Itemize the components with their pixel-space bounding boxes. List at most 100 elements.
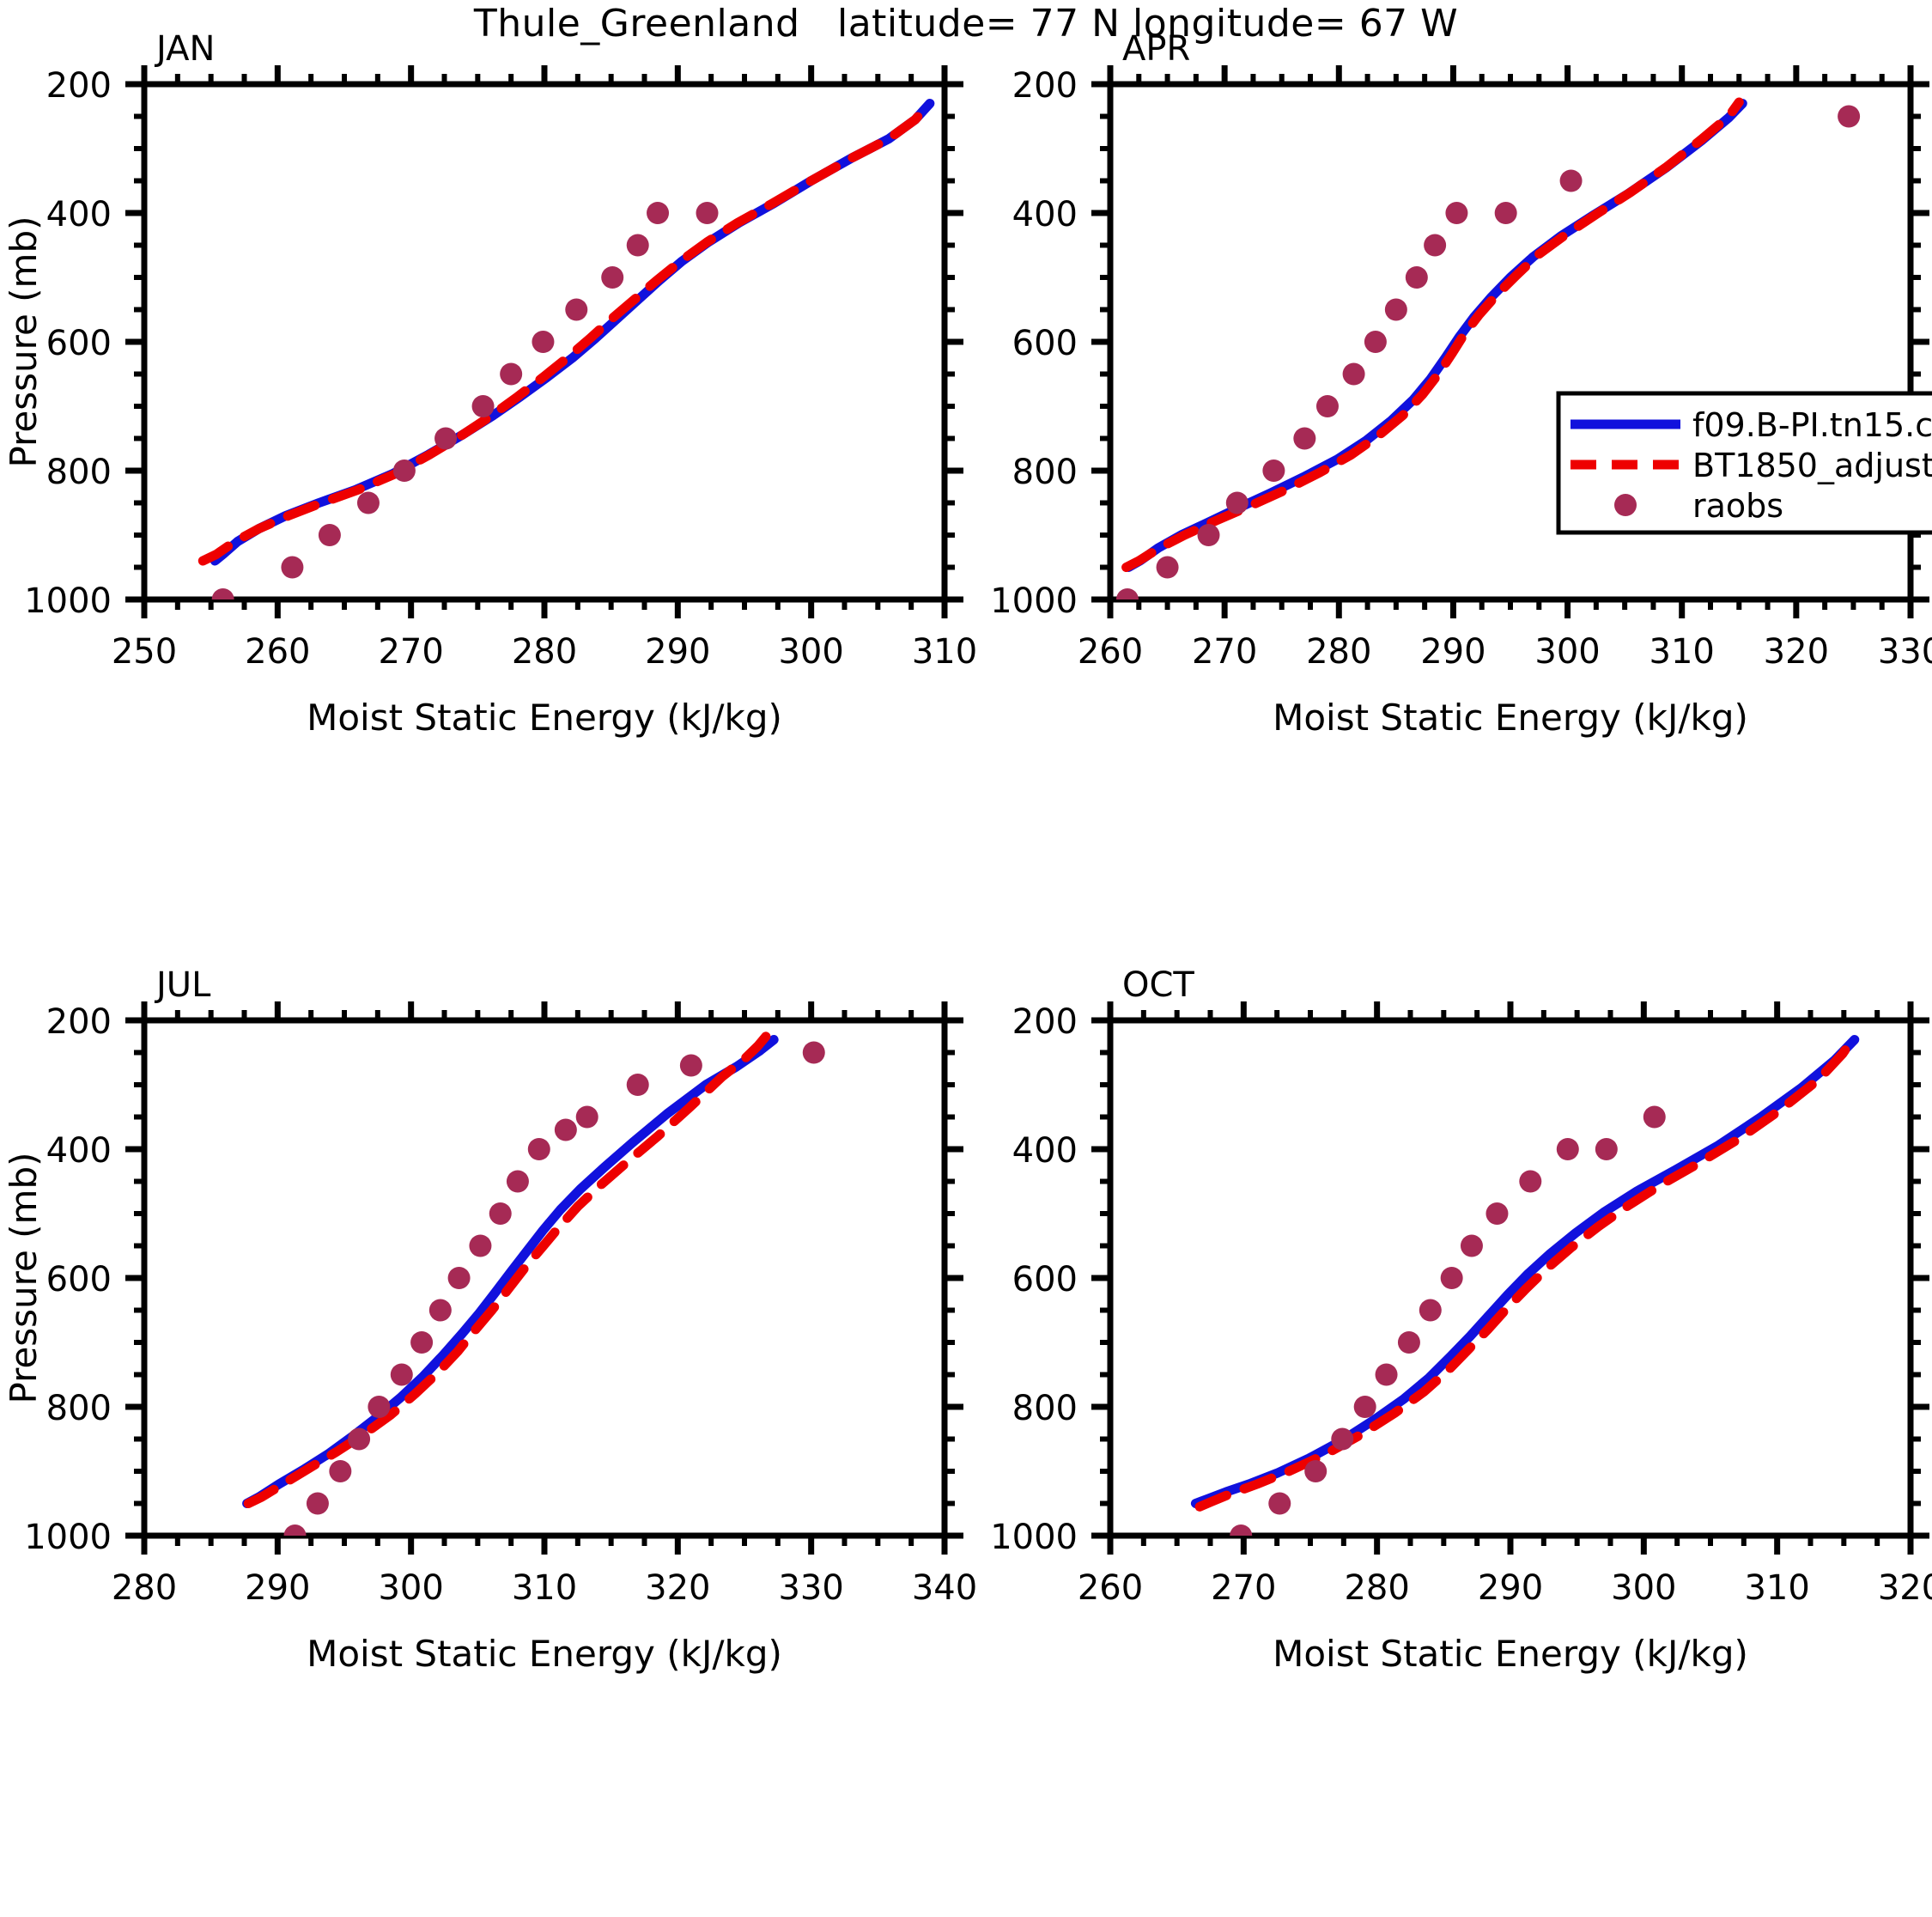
- x-tick-label: 260: [1078, 632, 1143, 672]
- raobs-point: [1440, 1267, 1463, 1289]
- y-tick-label: 600: [1012, 324, 1078, 363]
- y-axis-title: Pressure (mb): [3, 1152, 45, 1403]
- raobs-point: [390, 1363, 413, 1386]
- raobs-point: [356, 491, 380, 514]
- raobs-point: [368, 1396, 391, 1418]
- x-tick-label: 270: [378, 632, 443, 672]
- raobs-point: [1424, 234, 1447, 257]
- y-axis-title: Pressure (mb): [3, 216, 45, 467]
- panel-apr: 260 270 280 290 300 310 320 330 200 400 600 800 1000…: [966, 29, 1932, 986]
- y-tick-label: 200: [1012, 1002, 1078, 1042]
- series-line-solid: [1190, 1035, 1860, 1508]
- raobs-point: [1838, 105, 1861, 128]
- y-tick-label: 1000: [24, 581, 112, 621]
- raobs-point: [1494, 202, 1517, 224]
- raobs-point: [1230, 1524, 1253, 1536]
- y-tick-label: 800: [1012, 1389, 1078, 1428]
- y-tick-label: 400: [46, 195, 112, 234]
- x-tick-label: 310: [1744, 1568, 1809, 1608]
- legend-label: BT1850_adjustcl: [1692, 447, 1932, 484]
- raobs-point: [1364, 331, 1387, 353]
- raobs-point: [1460, 1234, 1483, 1257]
- x-tick-label: 280: [1306, 632, 1371, 672]
- x-tick-label: 270: [1211, 1568, 1276, 1608]
- x-tick-label: 260: [1078, 1568, 1143, 1608]
- data-layer: [1190, 1033, 1860, 1536]
- raobs-point: [1375, 1363, 1398, 1386]
- panel-month-label: JUL: [154, 965, 211, 1005]
- raobs-point: [575, 1105, 598, 1129]
- y-tick-label: 200: [46, 1002, 112, 1042]
- raobs-point: [348, 1427, 371, 1451]
- x-tick-label: 320: [1764, 632, 1829, 672]
- x-tick-label: 290: [1420, 632, 1485, 672]
- data-layer: [1115, 97, 1861, 599]
- data-layer: [242, 1032, 825, 1536]
- raobs-point: [1485, 1202, 1509, 1225]
- raobs-point: [329, 1460, 352, 1482]
- raobs-point: [1268, 1492, 1291, 1515]
- raobs-point: [392, 459, 416, 482]
- raobs-point: [506, 1170, 529, 1193]
- plot-frame: [141, 1017, 948, 1539]
- raobs-point: [1304, 1460, 1327, 1482]
- raobs-point: [1397, 1331, 1420, 1354]
- raobs-point: [281, 556, 304, 579]
- x-tick-label: 310: [512, 1568, 577, 1608]
- x-tick-label: 330: [778, 1568, 843, 1608]
- legend-swatch-marker: [1614, 494, 1637, 516]
- x-tick-label: 320: [645, 1568, 710, 1608]
- x-axis-title: Moist Static Energy (kJ/kg): [307, 697, 782, 739]
- raobs-point: [696, 202, 719, 224]
- raobs-point: [679, 1054, 702, 1077]
- raobs-point: [428, 1299, 452, 1322]
- plot-jul: 280 290 300 310 320 330 340 200 400 600 800 1000 JUL…: [3, 965, 977, 1675]
- data-layer: [197, 99, 935, 599]
- x-axis-title: Moist Static Energy (kJ/kg): [307, 1633, 782, 1675]
- raobs-point: [1331, 1427, 1354, 1451]
- raobs-point: [318, 524, 341, 546]
- raobs-point: [554, 1118, 577, 1141]
- raobs-point: [211, 588, 234, 599]
- y-tick-label: 1000: [990, 1518, 1078, 1557]
- panel-month-label: APR: [1122, 29, 1190, 69]
- axes-ticks: 250 260 270 280 290 300 310 200 400 600 800 1000: [24, 65, 977, 672]
- raobs-point: [565, 298, 588, 321]
- x-tick-label: 290: [1478, 1568, 1543, 1608]
- x-tick-label: 280: [512, 632, 577, 672]
- axes-ticks: 260 270 280 290 300 310 320 200 400 600 800 1000: [990, 1001, 1932, 1608]
- raobs-point: [1405, 266, 1428, 289]
- raobs-point: [469, 1234, 492, 1257]
- raobs-point: [1643, 1105, 1666, 1129]
- y-tick-label: 800: [46, 1389, 112, 1428]
- x-tick-label: 320: [1878, 1568, 1932, 1608]
- raobs-point: [601, 266, 624, 289]
- raobs-point: [489, 1202, 512, 1225]
- x-tick-label: 310: [912, 632, 977, 672]
- raobs-point: [1353, 1396, 1376, 1418]
- x-tick-label: 250: [112, 632, 177, 672]
- x-tick-label: 300: [1534, 632, 1600, 672]
- series-line-dashed: [243, 1032, 771, 1508]
- x-axis-title: Moist Static Energy (kJ/kg): [1273, 697, 1748, 739]
- x-tick-label: 340: [912, 1568, 977, 1608]
- x-axis-title: Moist Static Energy (kJ/kg): [1273, 1633, 1748, 1675]
- panel-month-label: JAN: [154, 29, 215, 69]
- y-tick-label: 400: [46, 1131, 112, 1171]
- x-tick-label: 330: [1878, 632, 1932, 672]
- raobs-point: [1445, 202, 1468, 224]
- series-line-dashed: [1121, 97, 1744, 572]
- figure-title: Thule_Greenland latitude= 77 N longitude…: [473, 2, 1459, 46]
- raobs-point: [1419, 1299, 1442, 1322]
- raobs-point: [1156, 556, 1179, 579]
- y-tick-label: 1000: [990, 581, 1078, 621]
- plot-apr: 260 270 280 290 300 310 320 330 200 400 600 800 1000…: [990, 29, 1932, 739]
- raobs-point: [1595, 1138, 1618, 1160]
- y-tick-label: 600: [1012, 1260, 1078, 1299]
- panel-jan: 250 260 270 280 290 300 310 200 400 600 800 1000 JAN…: [0, 29, 977, 986]
- raobs-point: [1519, 1170, 1542, 1193]
- raobs-point: [1342, 362, 1365, 386]
- y-tick-label: 400: [1012, 195, 1078, 234]
- y-tick-label: 600: [46, 324, 112, 363]
